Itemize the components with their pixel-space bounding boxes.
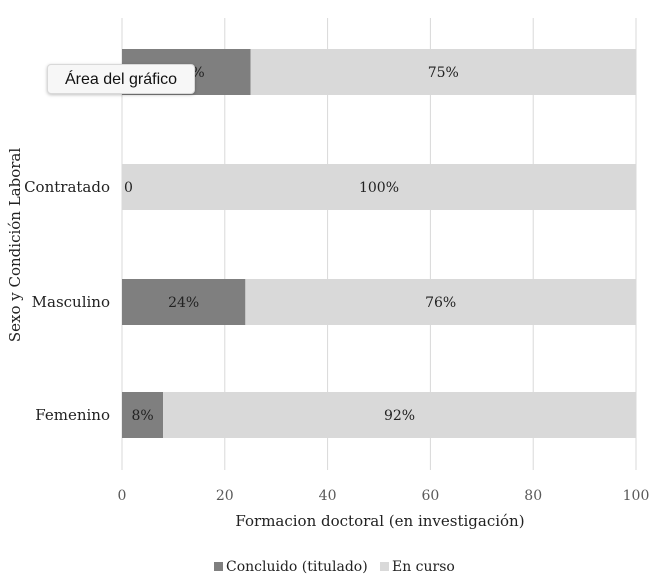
data-labels-layer: 8% 92%24% 76%0 100%% 75% — [124, 65, 459, 424]
data-label: 0 — [124, 180, 133, 196]
x-axis-label: Formacion doctoral (en investigación) — [235, 512, 524, 530]
bar-segment-concluido[interactable] — [122, 279, 246, 325]
data-label: 24% — [168, 295, 199, 311]
category-label: Contratado — [24, 178, 110, 196]
x-tick-label: 80 — [524, 488, 542, 504]
data-label: 75% — [428, 65, 459, 81]
x-tick-label: 20 — [216, 488, 234, 504]
chart-area-tooltip: Área del gráfico — [47, 64, 195, 94]
legend-label: Concluido (titulado) — [226, 559, 368, 575]
data-label: 8% — [131, 408, 153, 424]
x-tick-label: 60 — [421, 488, 439, 504]
bar-segment-en-curso[interactable] — [122, 164, 636, 210]
x-tick-labels-layer: 0 20 40 60 80 100 — [118, 488, 650, 504]
bar-segment-en-curso[interactable] — [163, 392, 636, 438]
legend-label: En curso — [392, 559, 455, 575]
bar-segment-concluido[interactable] — [122, 392, 164, 438]
x-tick-label: 100 — [623, 488, 650, 504]
bars-layer — [122, 49, 637, 438]
data-label: 100% — [359, 180, 399, 196]
category-label: Masculino — [32, 293, 110, 311]
x-tick-label: 40 — [319, 488, 337, 504]
data-label: 76% — [425, 295, 456, 311]
legend-swatch — [214, 562, 223, 571]
data-label: 92% — [384, 408, 415, 424]
bar-segment-en-curso[interactable] — [245, 279, 637, 325]
y-axis-label: Sexo y Condición Laboral — [6, 148, 24, 343]
category-labels-layer: FemeninoMasculinoContratadoNo — [24, 63, 110, 424]
category-label: Femenino — [35, 406, 110, 424]
x-tick-label: 0 — [118, 488, 127, 504]
legend-swatch — [380, 562, 389, 571]
legend: Concluido (titulado) En curso — [214, 559, 455, 575]
bar-segment-en-curso[interactable] — [250, 49, 637, 95]
